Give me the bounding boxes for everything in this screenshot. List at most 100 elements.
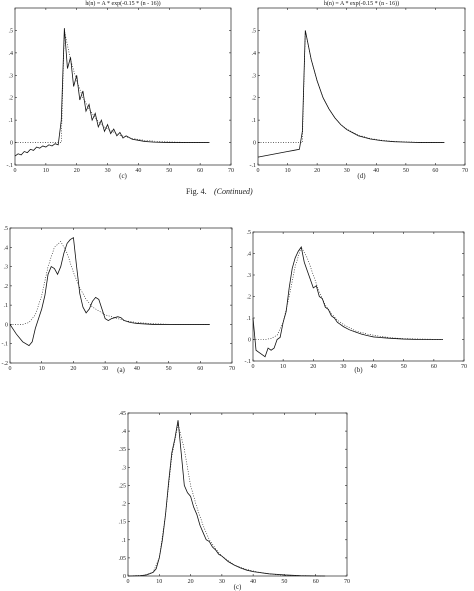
x-tick-label: 60 bbox=[197, 168, 203, 174]
response-curve bbox=[9, 236, 210, 347]
x-tick-label: 20 bbox=[310, 364, 316, 370]
x-tick-label: 10 bbox=[39, 366, 45, 372]
x-tick-label: 30 bbox=[105, 168, 111, 174]
y-tick-label: .4 bbox=[247, 252, 252, 258]
chart-bottom-c: 0 10 20 30 40 50 60 70 0 .05 .1 .15 .2 .25 .3 .35 .4 .45 (… bbox=[119, 411, 351, 591]
plot-frame bbox=[9, 227, 233, 364]
y-tick-label: .2 bbox=[122, 502, 127, 508]
y-tick-label: .35 bbox=[119, 447, 127, 453]
chart-caption: (a) bbox=[117, 366, 125, 374]
chart-top-d: 0 10 20 30 40 50 60 70-.10.1.2.3.4.5h(n) = A * … bbox=[250, 0, 469, 180]
y-tick-label: .3 bbox=[122, 465, 127, 471]
y-tick-label: .1 bbox=[122, 538, 127, 544]
y-tick-label: 0 bbox=[248, 338, 251, 344]
x-tick-label: 50 bbox=[401, 364, 407, 370]
y-tick-label: .4 bbox=[9, 51, 14, 57]
reference-curve bbox=[127, 423, 326, 577]
x-tick-label: 40 bbox=[250, 579, 256, 585]
y-tick-label: .2 bbox=[9, 96, 14, 102]
y-tick-label: .1 bbox=[9, 118, 14, 124]
x-tick-label: 30 bbox=[219, 579, 225, 585]
plot-frame bbox=[14, 7, 232, 166]
x-tick-label: 40 bbox=[135, 168, 141, 174]
chart-caption: (c) bbox=[119, 172, 127, 180]
y-tick-label: .1 bbox=[4, 303, 9, 309]
chart-caption: (c) bbox=[234, 583, 242, 591]
response-curve bbox=[127, 420, 326, 577]
x-tick-label: 20 bbox=[188, 579, 194, 585]
y-tick-label: .2 bbox=[247, 295, 252, 301]
reference-curve bbox=[253, 246, 443, 340]
reference-curve bbox=[15, 30, 210, 143]
y-tick-label: .15 bbox=[119, 520, 127, 526]
y-tick-label: .4 bbox=[4, 245, 9, 251]
y-tick-label: .4 bbox=[252, 51, 257, 57]
x-tick-label: 30 bbox=[340, 364, 346, 370]
figure-caption: Fig. 4. bbox=[186, 187, 207, 196]
y-tick-label: .05 bbox=[119, 556, 127, 562]
plot-frame bbox=[127, 412, 348, 577]
y-tick-label: -.2 bbox=[2, 361, 9, 367]
y-tick-label: .45 bbox=[119, 411, 127, 417]
x-tick-label: 50 bbox=[403, 168, 409, 174]
figure-caption-note: (Continued) bbox=[214, 187, 253, 196]
x-tick-label: 70 bbox=[461, 364, 467, 370]
x-tick-label: 0 bbox=[127, 579, 130, 585]
y-tick-label: .3 bbox=[9, 73, 14, 79]
y-tick-label: .2 bbox=[4, 284, 9, 290]
x-tick-label: 40 bbox=[373, 168, 379, 174]
x-tick-label: 60 bbox=[313, 579, 319, 585]
x-tick-label: 0 bbox=[14, 168, 17, 174]
y-tick-label: 0 bbox=[10, 141, 13, 147]
x-tick-label: 70 bbox=[344, 579, 350, 585]
x-tick-label: 20 bbox=[74, 168, 80, 174]
x-tick-label: 40 bbox=[134, 366, 140, 372]
x-tick-label: 0 bbox=[9, 366, 12, 372]
x-tick-label: 70 bbox=[229, 366, 235, 372]
y-tick-label: -.1 bbox=[7, 163, 14, 169]
y-tick-label: -.1 bbox=[250, 163, 257, 169]
chart-mid-a: 0 10 20 30 40 50 60 70 -.2 -.1 0 .1 .2 .3 .4 .5 (a) bbox=[2, 226, 236, 374]
x-tick-label: 60 bbox=[431, 364, 437, 370]
x-tick-label: 50 bbox=[166, 168, 172, 174]
x-tick-label: 10 bbox=[43, 168, 49, 174]
y-tick-label: 0 bbox=[5, 322, 8, 328]
chart-caption: (b) bbox=[354, 366, 363, 374]
y-tick-label: .3 bbox=[247, 273, 252, 279]
y-tick-label: .1 bbox=[247, 316, 252, 322]
plot-frame bbox=[257, 7, 466, 166]
y-tick-label: .5 bbox=[9, 28, 14, 34]
x-tick-label: 10 bbox=[285, 168, 291, 174]
y-tick-label: -.1 bbox=[245, 359, 252, 365]
x-tick-label: 60 bbox=[432, 168, 438, 174]
x-tick-label: 60 bbox=[197, 366, 203, 372]
x-tick-label: 0 bbox=[252, 364, 255, 370]
x-tick-label: 50 bbox=[281, 579, 287, 585]
x-tick-label: 40 bbox=[371, 364, 377, 370]
chart-top-c: 0 10 20 30 40 50 60 70-.10.1.2.3.4.5h(n) = A * … bbox=[7, 0, 235, 180]
x-tick-label: 20 bbox=[314, 168, 320, 174]
chart-mid-b: 0 10 20 30 40 50 60 70-.10.1.2.3.4.5(b) bbox=[245, 230, 468, 374]
y-tick-label: -.1 bbox=[2, 342, 9, 348]
x-tick-label: 10 bbox=[156, 579, 162, 585]
y-tick-label: 0 bbox=[253, 141, 256, 147]
reference-curve bbox=[258, 30, 445, 143]
y-tick-label: .2 bbox=[252, 96, 257, 102]
chart-title: h(n) = A * exp(-0.15 * (n - 16)) bbox=[324, 0, 399, 7]
reference-curve bbox=[10, 241, 210, 325]
y-tick-label: .5 bbox=[4, 226, 9, 232]
x-tick-label: 30 bbox=[102, 366, 108, 372]
y-tick-label: .4 bbox=[122, 429, 127, 435]
response-curve bbox=[257, 30, 445, 158]
y-tick-label: .3 bbox=[4, 265, 9, 271]
chart-title: h(n) = A * exp(-0.15 * (n - 16)) bbox=[85, 0, 160, 7]
y-tick-label: .3 bbox=[252, 73, 257, 79]
y-tick-label: .1 bbox=[252, 118, 257, 124]
x-tick-label: 10 bbox=[280, 364, 286, 370]
y-tick-label: 0 bbox=[123, 574, 126, 580]
chart-caption: (d) bbox=[357, 172, 366, 180]
x-tick-label: 70 bbox=[228, 168, 234, 174]
x-tick-label: 20 bbox=[70, 366, 76, 372]
y-tick-label: .25 bbox=[119, 483, 127, 489]
